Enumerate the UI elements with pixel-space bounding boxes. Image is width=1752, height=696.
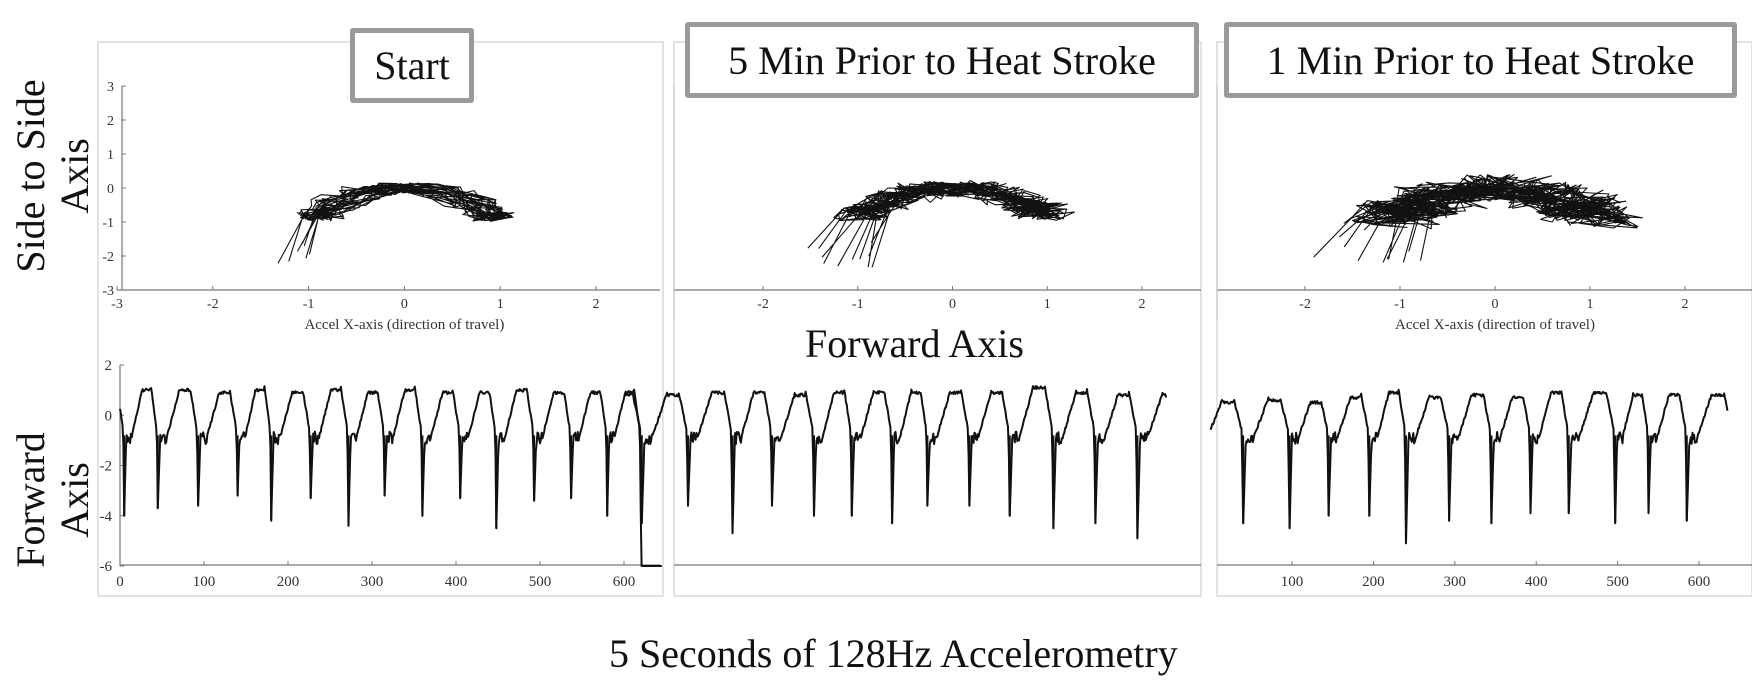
- bottom-x-tick-label: 600: [1688, 574, 1711, 590]
- top-x-tick-label: 1: [1044, 297, 1051, 312]
- top-x-tick-label: 0: [1492, 297, 1499, 312]
- panel-1: -2 -1 0 1 2: [624, 41, 1202, 597]
- panel-title-5min-text: 5 Min Prior to Heat Stroke: [728, 37, 1156, 83]
- row-label-forward-line1: Forward: [8, 432, 53, 568]
- top-y-tick-label: 2: [107, 114, 114, 129]
- forward-axis-trace: [119, 385, 662, 567]
- bottom-y-tick-label: -2: [100, 459, 113, 475]
- panel-2: -2 -1 0 1 2 Accel X-axis (direction of travel…: [1209, 41, 1752, 597]
- top-x-tick-label: 2: [1682, 297, 1689, 312]
- bottom-x-tick-label: 500: [529, 574, 552, 590]
- panel-title-5min: 5 Min Prior to Heat Stroke: [685, 22, 1199, 98]
- panel-title-start: Start: [350, 28, 474, 103]
- top-x-tick-label: -2: [1299, 297, 1311, 312]
- top-x-tick-label: -1: [1394, 297, 1406, 312]
- trajectory-trace: [1313, 174, 1643, 263]
- top-x-tick-label: -2: [207, 297, 219, 312]
- bottom-y-tick-label: 0: [105, 408, 113, 424]
- bottom-x-tick-label: 600: [613, 574, 636, 590]
- row-label-forward-line2: Axis: [52, 462, 97, 538]
- top-x-tick-label: -1: [303, 297, 315, 312]
- panel-title-1min: 1 Min Prior to Heat Stroke: [1224, 22, 1737, 98]
- top-x-tick-label: 0: [401, 297, 408, 312]
- top-y-tick-label: -3: [102, 284, 114, 299]
- row-label-forward: Forward Axis: [8, 410, 99, 590]
- top-x-tick-label: -1: [852, 297, 864, 312]
- panel-frame: [673, 41, 1202, 597]
- top-y-tick-label: 1: [107, 148, 114, 163]
- bottom-y-tick-label: -6: [100, 559, 113, 575]
- bottom-x-tick-label: 100: [1281, 574, 1304, 590]
- row-label-side-to-side-line1: Side to Side: [8, 79, 53, 273]
- panel-title-1min-text: 1 Min Prior to Heat Stroke: [1266, 37, 1695, 83]
- top-x-tick-label: 1: [497, 297, 504, 312]
- middle-axis-label: Forward Axis: [805, 321, 1024, 366]
- top-y-tick-label: -1: [102, 216, 114, 231]
- bottom-x-tick-label: 300: [1444, 574, 1467, 590]
- top-x-tick-label: 1: [1587, 297, 1594, 312]
- trajectory-trace: [807, 179, 1075, 268]
- panel-0: -3 -2 -1 0 1 2 -3 -2 -1 0 1 2 3 Accel X-axis (directi…: [97, 41, 664, 597]
- top-y-tick-label: 3: [107, 80, 114, 95]
- bottom-x-tick-label: 0: [116, 574, 124, 590]
- bottom-x-tick-label: 100: [193, 574, 216, 590]
- top-x-axis-title: Accel X-axis (direction of travel): [1395, 317, 1595, 333]
- bottom-x-tick-label: 400: [445, 574, 468, 590]
- top-x-tick-label: 2: [1139, 297, 1146, 312]
- top-x-tick-label: -3: [111, 297, 123, 312]
- top-y-tick-label: 0: [107, 182, 114, 197]
- row-label-side-to-side: Side to Side Axis: [8, 76, 99, 276]
- row-label-side-to-side-line2: Axis: [52, 138, 97, 214]
- trajectory-trace: [277, 182, 515, 264]
- top-x-axis-title: Accel X-axis (direction of travel): [304, 317, 504, 333]
- forward-axis-trace: [624, 385, 1167, 540]
- top-y-tick-label: -2: [102, 250, 114, 265]
- top-x-tick-label: -2: [757, 297, 769, 312]
- bottom-x-tick-label: 400: [1525, 574, 1548, 590]
- bottom-x-tick-label: 200: [277, 574, 300, 590]
- bottom-x-tick-label: 200: [1362, 574, 1385, 590]
- bottom-x-tick-label: 500: [1606, 574, 1629, 590]
- bottom-x-tick-label: 300: [361, 574, 384, 590]
- forward-axis-trace: [1209, 388, 1729, 545]
- bottom-y-tick-label: 2: [105, 358, 113, 374]
- top-x-tick-label: 2: [593, 297, 600, 312]
- top-x-tick-label: 0: [949, 297, 956, 312]
- bottom-y-tick-label: -4: [100, 509, 113, 525]
- bottom-caption: 5 Seconds of 128Hz Accelerometry: [609, 631, 1178, 676]
- panel-title-start-text: Start: [374, 43, 450, 88]
